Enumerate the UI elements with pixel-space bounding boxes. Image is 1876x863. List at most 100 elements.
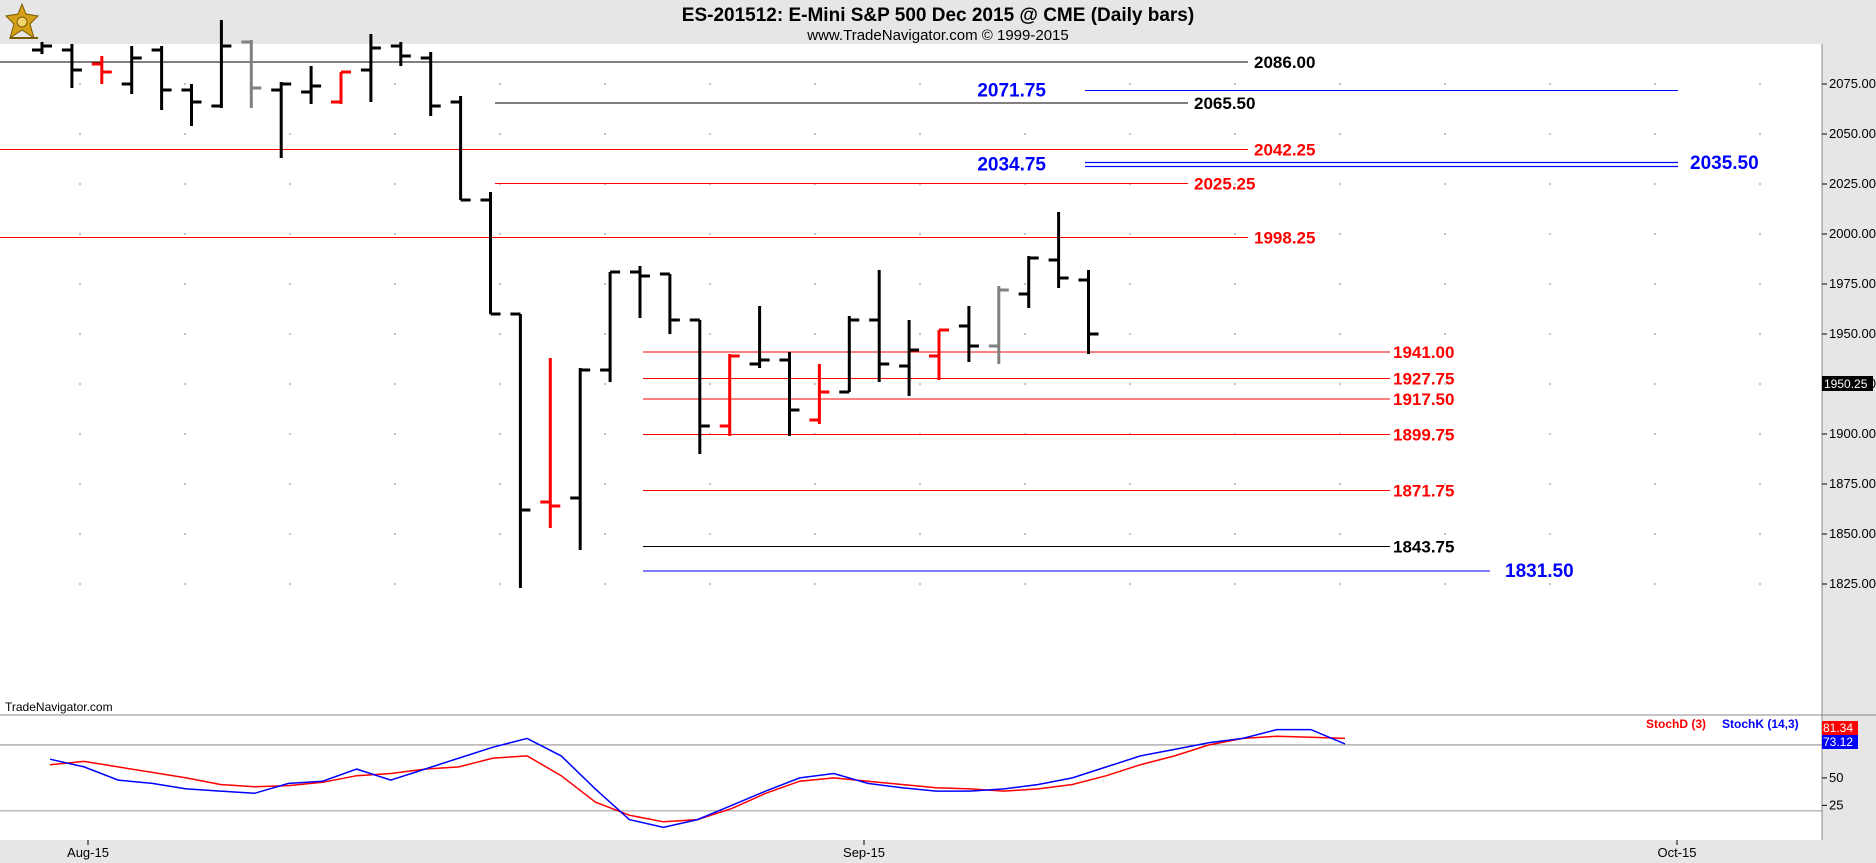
grid-dot xyxy=(1759,533,1761,535)
ohlc-bar xyxy=(540,358,561,528)
grid-dot xyxy=(1549,483,1551,485)
grid-dot xyxy=(1024,133,1026,135)
grid-dot xyxy=(1759,483,1761,485)
level-label: 2042.25 xyxy=(1254,141,1315,160)
price-tick-label: 1850.00 xyxy=(1829,526,1876,541)
grid-dot xyxy=(1129,133,1131,135)
grid-dot xyxy=(1444,333,1446,335)
grid-dot xyxy=(1339,133,1341,135)
grid-dot xyxy=(1024,583,1026,585)
grid-dot xyxy=(1234,83,1236,85)
grid-dot xyxy=(919,583,921,585)
ohlc-bar xyxy=(1048,212,1069,288)
grid-dot xyxy=(1339,533,1341,535)
grid-dot xyxy=(289,233,291,235)
grid-dot xyxy=(1024,233,1026,235)
grid-dot xyxy=(79,433,81,435)
grid-dot xyxy=(499,583,501,585)
level-label: 1831.50 xyxy=(1505,561,1574,582)
grid-dot xyxy=(709,383,711,385)
grid-dot xyxy=(814,283,816,285)
grid-dot xyxy=(1024,533,1026,535)
grid-dot xyxy=(1444,283,1446,285)
ohlc-bar xyxy=(929,328,949,380)
grid-dot xyxy=(1129,483,1131,485)
price-tick-label: 1975.00 xyxy=(1829,276,1876,291)
grid-dot xyxy=(289,183,291,185)
ohlc-bar xyxy=(390,42,411,66)
grid-dot xyxy=(79,533,81,535)
grid-dot xyxy=(1234,233,1236,235)
ohlc-bar xyxy=(151,46,172,110)
grid-dot xyxy=(394,133,396,135)
grid-dot xyxy=(394,233,396,235)
ohlc-bar xyxy=(749,306,770,368)
chart-subtitle: www.TradeNavigator.com © 1999-2015 xyxy=(806,27,1068,44)
ohlc-bar xyxy=(181,84,202,126)
grid-dot xyxy=(919,283,921,285)
stoch-tick-label: 50 xyxy=(1829,770,1843,785)
grid-dot xyxy=(709,283,711,285)
grid-dot xyxy=(1759,283,1761,285)
grid-dot xyxy=(1234,283,1236,285)
grid-dot xyxy=(709,133,711,135)
grid-dot xyxy=(919,133,921,135)
price-tick-label: 1825.00 xyxy=(1829,576,1876,591)
grid-dot xyxy=(1654,383,1656,385)
grid-dot xyxy=(394,383,396,385)
grid-dot xyxy=(499,83,501,85)
grid-dot xyxy=(1759,383,1761,385)
level-label: 1927.75 xyxy=(1393,370,1454,389)
grid-dot xyxy=(289,283,291,285)
level-label: 2034.75 xyxy=(977,155,1046,176)
grid-dot xyxy=(289,133,291,135)
grid-dot xyxy=(1024,333,1026,335)
grid-dot xyxy=(919,83,921,85)
grid-dot xyxy=(1549,283,1551,285)
grid-dot xyxy=(1654,433,1656,435)
grid-dot xyxy=(289,533,291,535)
ohlc-bar xyxy=(420,52,441,116)
grid-dot xyxy=(1234,133,1236,135)
ohlc-bar xyxy=(869,270,890,382)
grid-dot xyxy=(1759,433,1761,435)
grid-dot xyxy=(1129,383,1131,385)
ohlc-bar xyxy=(32,42,52,54)
grid-dot xyxy=(1759,233,1761,235)
grid-dot xyxy=(394,83,396,85)
grid-dot xyxy=(604,333,606,335)
ohlc-bar xyxy=(1018,256,1039,308)
grid-dot xyxy=(1234,333,1236,335)
x-axis-band xyxy=(0,840,1876,863)
grid-dot xyxy=(1444,183,1446,185)
grid-dot xyxy=(499,283,501,285)
stoch-tick-label: 25 xyxy=(1829,797,1843,812)
grid-dot xyxy=(709,83,711,85)
grid-dot xyxy=(184,283,186,285)
price-axis-ticks: 2075.00 2050.00 2025.00 2000.00 1975.00 1950.… xyxy=(1822,76,1876,591)
grid-dot xyxy=(1339,183,1341,185)
stoch-k-badge xyxy=(1822,735,1858,749)
header-band xyxy=(0,0,1876,44)
grid-dot xyxy=(394,433,396,435)
ohlc-bar xyxy=(211,20,232,108)
stoch-k-value: 73.12 xyxy=(1823,735,1853,749)
grid-dot xyxy=(709,333,711,335)
grid-dot xyxy=(1549,183,1551,185)
grid-dot xyxy=(499,133,501,135)
date-tick-label: Aug-15 xyxy=(67,845,109,860)
grid-dot xyxy=(394,583,396,585)
grid-dot xyxy=(814,533,816,535)
ohlc-bar xyxy=(689,318,710,454)
grid-dot xyxy=(1654,333,1656,335)
grid-dot xyxy=(1444,383,1446,385)
grid-dot xyxy=(1024,83,1026,85)
grid-dot xyxy=(1339,333,1341,335)
grid-dot xyxy=(1654,183,1656,185)
grid-dot xyxy=(289,583,291,585)
ohlc-bar xyxy=(1078,270,1099,354)
grid-dot xyxy=(394,333,396,335)
grid-dot xyxy=(184,583,186,585)
price-tick-label: 1950.00 xyxy=(1829,326,1876,341)
